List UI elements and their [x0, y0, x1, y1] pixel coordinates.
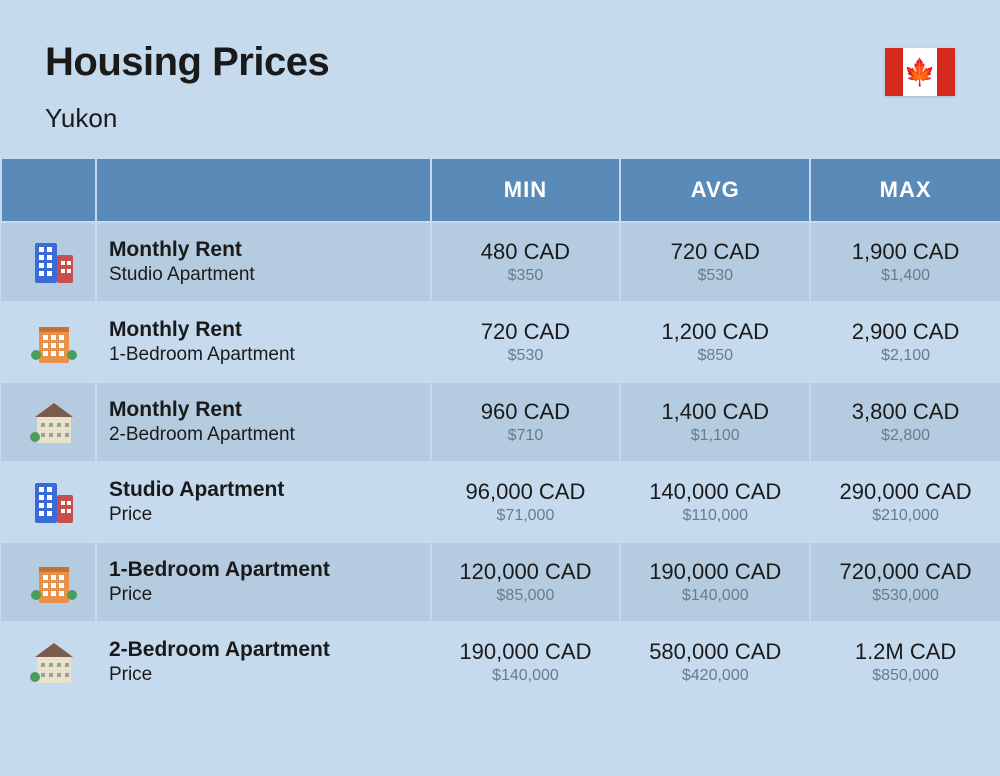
value-sub: $350: [432, 267, 620, 285]
studio-building-icon: [1, 462, 96, 542]
cell-min: 720 CAD $530: [431, 302, 621, 382]
canada-flag-icon: 🍁: [885, 48, 955, 96]
value-main: 140,000 CAD: [621, 479, 809, 505]
value-main: 720 CAD: [432, 319, 620, 345]
header: Housing Prices Yukon 🍁: [0, 0, 1000, 159]
row-title: 1-Bedroom Apartment: [109, 558, 430, 582]
value-sub: $530,000: [811, 587, 1000, 605]
value-main: 1,200 CAD: [621, 319, 809, 345]
housing-prices-table: MIN AVG MAX Monthly Rent Studio Apartmen…: [0, 159, 1000, 701]
studio-building-icon: [1, 222, 96, 302]
value-sub: $850,000: [811, 667, 1000, 685]
maple-leaf-icon: 🍁: [904, 59, 936, 85]
row-subtitle: Price: [109, 584, 430, 606]
value-main: 190,000 CAD: [432, 639, 620, 665]
row-title: Monthly Rent: [109, 318, 430, 342]
two-bedroom-building-icon: [1, 382, 96, 462]
value-sub: $1,100: [621, 427, 809, 445]
value-sub: $140,000: [621, 587, 809, 605]
row-title: Monthly Rent: [109, 238, 430, 262]
value-sub: $530: [432, 347, 620, 365]
row-title: Monthly Rent: [109, 398, 430, 422]
row-label: Monthly Rent Studio Apartment: [96, 222, 431, 302]
table-row: Monthly Rent 1-Bedroom Apartment720 CAD …: [1, 302, 1000, 382]
cell-min: 480 CAD $350: [431, 222, 621, 302]
cell-min: 190,000 CAD $140,000: [431, 622, 621, 701]
table-row: 2-Bedroom Apartment Price190,000 CAD $14…: [1, 622, 1000, 701]
cell-avg: 720 CAD $530: [620, 222, 810, 302]
value-main: 720,000 CAD: [811, 559, 1000, 585]
value-sub: $210,000: [811, 507, 1000, 525]
value-main: 1.2M CAD: [811, 639, 1000, 665]
value-sub: $2,800: [811, 427, 1000, 445]
col-header-max: MAX: [810, 159, 1000, 222]
value-sub: $110,000: [621, 507, 809, 525]
cell-min: 96,000 CAD $71,000: [431, 462, 621, 542]
row-subtitle: Price: [109, 504, 430, 526]
value-sub: $2,100: [811, 347, 1000, 365]
cell-max: 2,900 CAD $2,100: [810, 302, 1000, 382]
table-row: 1-Bedroom Apartment Price120,000 CAD $85…: [1, 542, 1000, 622]
table-row: Studio Apartment Price96,000 CAD $71,000…: [1, 462, 1000, 542]
value-main: 3,800 CAD: [811, 399, 1000, 425]
title-block: Housing Prices Yukon: [45, 40, 329, 134]
col-header-avg: AVG: [620, 159, 810, 222]
value-sub: $140,000: [432, 667, 620, 685]
value-main: 2,900 CAD: [811, 319, 1000, 345]
value-sub: $71,000: [432, 507, 620, 525]
row-subtitle: Studio Apartment: [109, 264, 430, 286]
row-label: Monthly Rent 2-Bedroom Apartment: [96, 382, 431, 462]
table-header-row: MIN AVG MAX: [1, 159, 1000, 222]
value-sub: $850: [621, 347, 809, 365]
row-subtitle: 1-Bedroom Apartment: [109, 344, 430, 366]
cell-max: 1.2M CAD $850,000: [810, 622, 1000, 701]
cell-avg: 580,000 CAD $420,000: [620, 622, 810, 701]
row-label: 2-Bedroom Apartment Price: [96, 622, 431, 701]
cell-max: 290,000 CAD $210,000: [810, 462, 1000, 542]
value-main: 120,000 CAD: [432, 559, 620, 585]
col-header-label: [96, 159, 431, 222]
cell-avg: 1,400 CAD $1,100: [620, 382, 810, 462]
cell-avg: 140,000 CAD $110,000: [620, 462, 810, 542]
page-title: Housing Prices: [45, 40, 329, 85]
value-sub: $530: [621, 267, 809, 285]
value-main: 1,900 CAD: [811, 239, 1000, 265]
one-bedroom-building-icon: [1, 302, 96, 382]
row-label: 1-Bedroom Apartment Price: [96, 542, 431, 622]
row-subtitle: 2-Bedroom Apartment: [109, 424, 430, 446]
row-title: 2-Bedroom Apartment: [109, 638, 430, 662]
cell-avg: 190,000 CAD $140,000: [620, 542, 810, 622]
value-main: 580,000 CAD: [621, 639, 809, 665]
value-sub: $710: [432, 427, 620, 445]
cell-max: 720,000 CAD $530,000: [810, 542, 1000, 622]
value-main: 480 CAD: [432, 239, 620, 265]
cell-min: 960 CAD $710: [431, 382, 621, 462]
value-main: 720 CAD: [621, 239, 809, 265]
col-header-icon: [1, 159, 96, 222]
value-main: 960 CAD: [432, 399, 620, 425]
value-main: 190,000 CAD: [621, 559, 809, 585]
table-row: Monthly Rent Studio Apartment480 CAD $35…: [1, 222, 1000, 302]
table-row: Monthly Rent 2-Bedroom Apartment960 CAD …: [1, 382, 1000, 462]
value-main: 290,000 CAD: [811, 479, 1000, 505]
cell-max: 3,800 CAD $2,800: [810, 382, 1000, 462]
row-subtitle: Price: [109, 664, 430, 686]
row-label: Studio Apartment Price: [96, 462, 431, 542]
cell-min: 120,000 CAD $85,000: [431, 542, 621, 622]
col-header-min: MIN: [431, 159, 621, 222]
value-sub: $85,000: [432, 587, 620, 605]
value-sub: $420,000: [621, 667, 809, 685]
row-title: Studio Apartment: [109, 478, 430, 502]
cell-max: 1,900 CAD $1,400: [810, 222, 1000, 302]
two-bedroom-building-icon: [1, 622, 96, 701]
cell-avg: 1,200 CAD $850: [620, 302, 810, 382]
page-subtitle: Yukon: [45, 103, 329, 134]
value-main: 1,400 CAD: [621, 399, 809, 425]
one-bedroom-building-icon: [1, 542, 96, 622]
value-sub: $1,400: [811, 267, 1000, 285]
value-main: 96,000 CAD: [432, 479, 620, 505]
row-label: Monthly Rent 1-Bedroom Apartment: [96, 302, 431, 382]
